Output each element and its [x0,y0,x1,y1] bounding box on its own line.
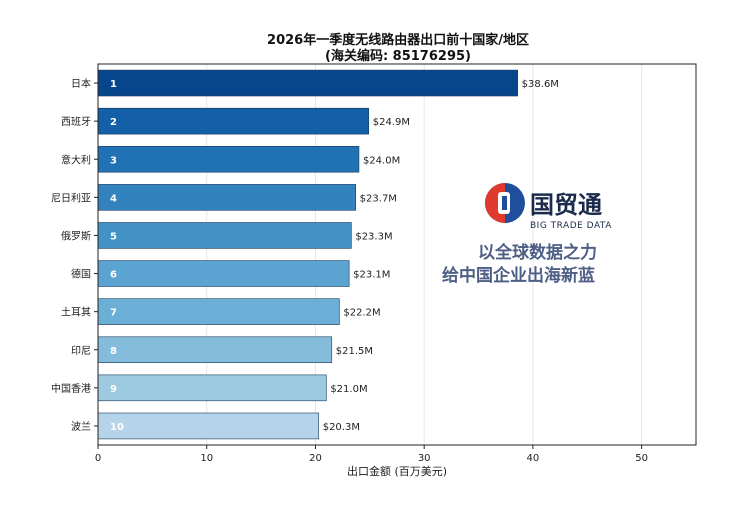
y-category-label: 意大利 [61,153,91,166]
x-tick-label: 30 [418,453,431,464]
y-category-label: 西班牙 [61,116,91,128]
bar [97,184,356,211]
y-category-label: 中国香港 [51,382,91,395]
bar-value-label: $24.0M [363,155,400,166]
y-category-label: 日本 [71,77,91,90]
bar [97,260,350,287]
bar [97,374,327,402]
watermark-slogan-line2: 给中国企业出海新蓝 [442,265,595,286]
bar-rank-label: 1 [110,79,117,90]
bar-value-label: $38.6M [522,79,559,90]
watermark-slogan-line1: 以全球数据之力 [478,242,597,263]
bar-rank-label: 6 [110,270,117,281]
bar [97,69,518,97]
watermark: 国贸通 BIG TRADE DATA 以全球数据之力 给中国企业出海新蓝 [442,183,612,286]
y-category-label: 土耳其 [61,306,91,319]
bar-rank-label: 8 [110,346,117,357]
bar-value-label: $23.1M [353,270,390,281]
x-axis-ticks: 0 10 20 30 40 50 [95,445,648,464]
bar-rank-label: 7 [110,308,117,319]
x-axis-label: 出口金额 (百万美元) [347,464,447,478]
chart-title: 2026年一季度无线路由器出口前十国家/地区 [267,32,529,48]
bar [97,412,320,440]
y-category-label: 波兰 [71,420,91,433]
bar [97,298,340,325]
bar-value-label: $21.5M [336,346,373,357]
watermark-brand: 国贸通 [530,191,602,219]
bar-rank-label: 9 [110,384,117,395]
y-category-label: 俄罗斯 [61,229,91,242]
x-tick-label: 0 [95,453,101,464]
x-tick-label: 50 [635,453,648,464]
bar-value-label: $22.2M [343,308,380,319]
chart-subtitle: (海关编码: 85176295) [325,48,471,64]
big-trade-data-logo-icon [485,183,525,223]
bar-rank-label: 5 [110,231,117,242]
bar-value-label: $24.9M [373,117,410,128]
bar-rank-label: 4 [110,193,117,204]
plot-frame [97,63,697,446]
bar [97,107,370,135]
watermark-brand-en: BIG TRADE DATA [530,221,612,231]
bar [97,222,352,249]
bar-value-label: $23.7M [360,193,397,204]
bar-value-label: $21.0M [330,384,367,395]
bar-value-label: $20.3M [323,422,360,433]
bars: 1 $38.6M 2 $24.9M 3 $24.0M 4 $23.7M 5 $23.3M 6 $23.… [97,69,559,440]
x-tick-label: 10 [200,453,213,464]
bar [97,145,360,173]
bar-rank-label: 2 [110,117,117,128]
y-category-label: 尼日利亚 [51,192,91,204]
x-tick-label: 40 [527,453,540,464]
bar-value-label: $23.3M [355,231,392,242]
y-category-label: 印尼 [71,345,91,357]
bar-rank-label: 3 [110,155,117,166]
x-tick-label: 20 [309,453,322,464]
y-category-label: 德国 [71,268,91,281]
bar-rank-label: 10 [110,422,124,433]
bar [97,336,333,364]
